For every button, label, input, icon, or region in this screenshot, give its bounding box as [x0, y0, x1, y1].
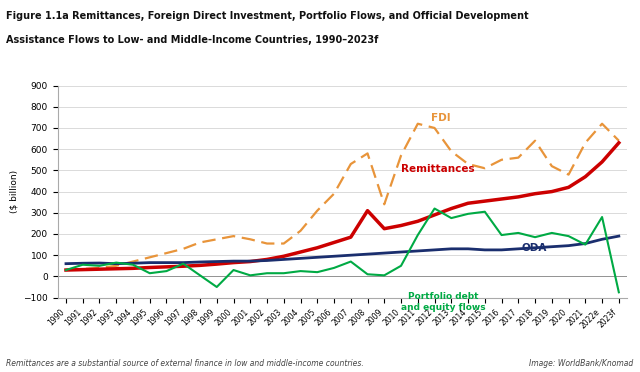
Y-axis label: ($ billion): ($ billion)	[10, 170, 19, 213]
Text: Portfolio debt
and equity flows: Portfolio debt and equity flows	[401, 292, 485, 312]
Text: FDI: FDI	[431, 113, 451, 122]
Text: ODA: ODA	[522, 243, 547, 253]
Text: Assistance Flows to Low- and Middle-Income Countries, 1990–2023f: Assistance Flows to Low- and Middle-Inco…	[6, 35, 379, 45]
Text: Figure 1.1a Remittances, Foreign Direct Investment, Portfolio Flows, and Officia: Figure 1.1a Remittances, Foreign Direct …	[6, 11, 529, 21]
Text: Image: WorldBank/Knomad: Image: WorldBank/Knomad	[529, 359, 634, 368]
Text: Remittances: Remittances	[401, 164, 475, 174]
Text: Remittances are a substantial source of external finance in low and middle-incom: Remittances are a substantial source of …	[6, 359, 364, 368]
